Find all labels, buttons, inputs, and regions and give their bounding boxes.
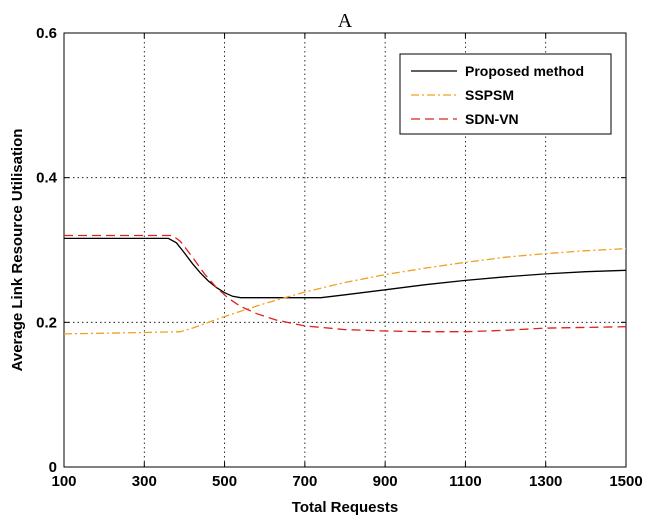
- y-axis-label: Average Link Resource Utilisation: [9, 129, 26, 372]
- legend-box: [399, 53, 612, 135]
- x-tick-label: 700: [292, 473, 317, 490]
- legend: Proposed method SSPSM SDN-VN: [399, 53, 612, 135]
- x-tick-label: 900: [373, 473, 398, 490]
- series-line-2: [63, 247, 627, 335]
- y-tick-label: 0.2: [36, 314, 57, 331]
- x-tick-label: 1100: [449, 473, 482, 490]
- x-tick-label: 300: [132, 473, 157, 490]
- series-line-3: [64, 234, 627, 333]
- legend-label-2: SSPSM: [465, 87, 514, 103]
- x-tick-label: 1500: [609, 473, 642, 490]
- series-layer: [63, 234, 627, 335]
- x-tick-label: 500: [212, 473, 237, 490]
- y-tick-label: 0.6: [36, 25, 57, 42]
- y-tick-label: 0.4: [36, 170, 58, 187]
- tick-layer: 100 300 500 700 900 1100 1300 1500 0 0.2 0.4 0.6: [36, 25, 643, 490]
- y-tick-label: 0: [49, 459, 57, 476]
- plot-frame: [63, 32, 627, 468]
- x-axis-label: Total Requests: [292, 499, 398, 516]
- x-tick-label: 1300: [529, 473, 562, 490]
- legend-label-3: SDN-VN: [465, 111, 519, 127]
- legend-label-1: Proposed method: [465, 63, 584, 79]
- series-line-1: [64, 237, 627, 299]
- grid-layer: [64, 33, 626, 467]
- chart-title: A: [338, 10, 353, 32]
- x-tick-label: 100: [51, 473, 76, 490]
